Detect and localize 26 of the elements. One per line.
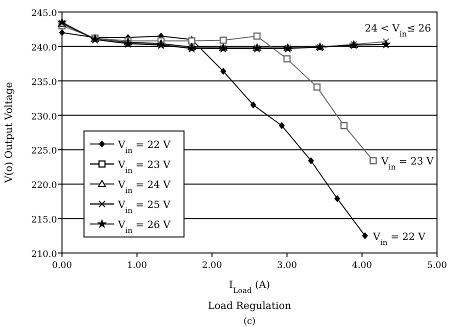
- legend-label: V$_{in}$ = 22 V: [117, 140, 172, 154]
- text: (c): [243, 317, 256, 327]
- x-axis-title: I$_{Load}$ (A): [229, 280, 270, 294]
- y-tick-label: 230.0: [31, 112, 58, 122]
- y-tick-label: 235.0: [31, 78, 58, 88]
- annotation: V$_{in}$ = 22 V: [372, 232, 426, 246]
- y-tick-label: 240.0: [31, 43, 58, 54]
- y-axis-title: V(o) Output Voltage: [4, 82, 15, 184]
- x-tick-label: 3.00: [276, 261, 298, 271]
- y-tick-label: 220.0: [31, 181, 58, 192]
- legend-label: V$_{in}$ = 26 V: [117, 220, 172, 234]
- x-tick-label: 4.00: [352, 261, 372, 271]
- text: Load Regulation: [208, 301, 292, 312]
- legend-label: V$_{in}$ = 25 V: [117, 200, 172, 214]
- x-tick-label: 5.00: [426, 261, 448, 271]
- x-tick-label: 2.00: [202, 261, 222, 271]
- x-tick-label: 1.00: [126, 261, 148, 271]
- annotation: V$_{in}$ = 23 V: [380, 156, 434, 172]
- annotation: 24 < V$_{in}$≤ 26: [364, 24, 431, 38]
- y-tick-label: 225.0: [31, 146, 58, 157]
- x-tick-label: 0.00: [52, 261, 72, 271]
- legend-label: V$_{in}$ = 23 V: [117, 160, 172, 174]
- y-tick-label: 215.0: [31, 216, 58, 226]
- y-tick-label: 210.0: [31, 250, 58, 260]
- legend-label: V$_{in}$ = 24 V: [117, 180, 172, 194]
- y-tick-label: 245.0: [31, 9, 58, 19]
